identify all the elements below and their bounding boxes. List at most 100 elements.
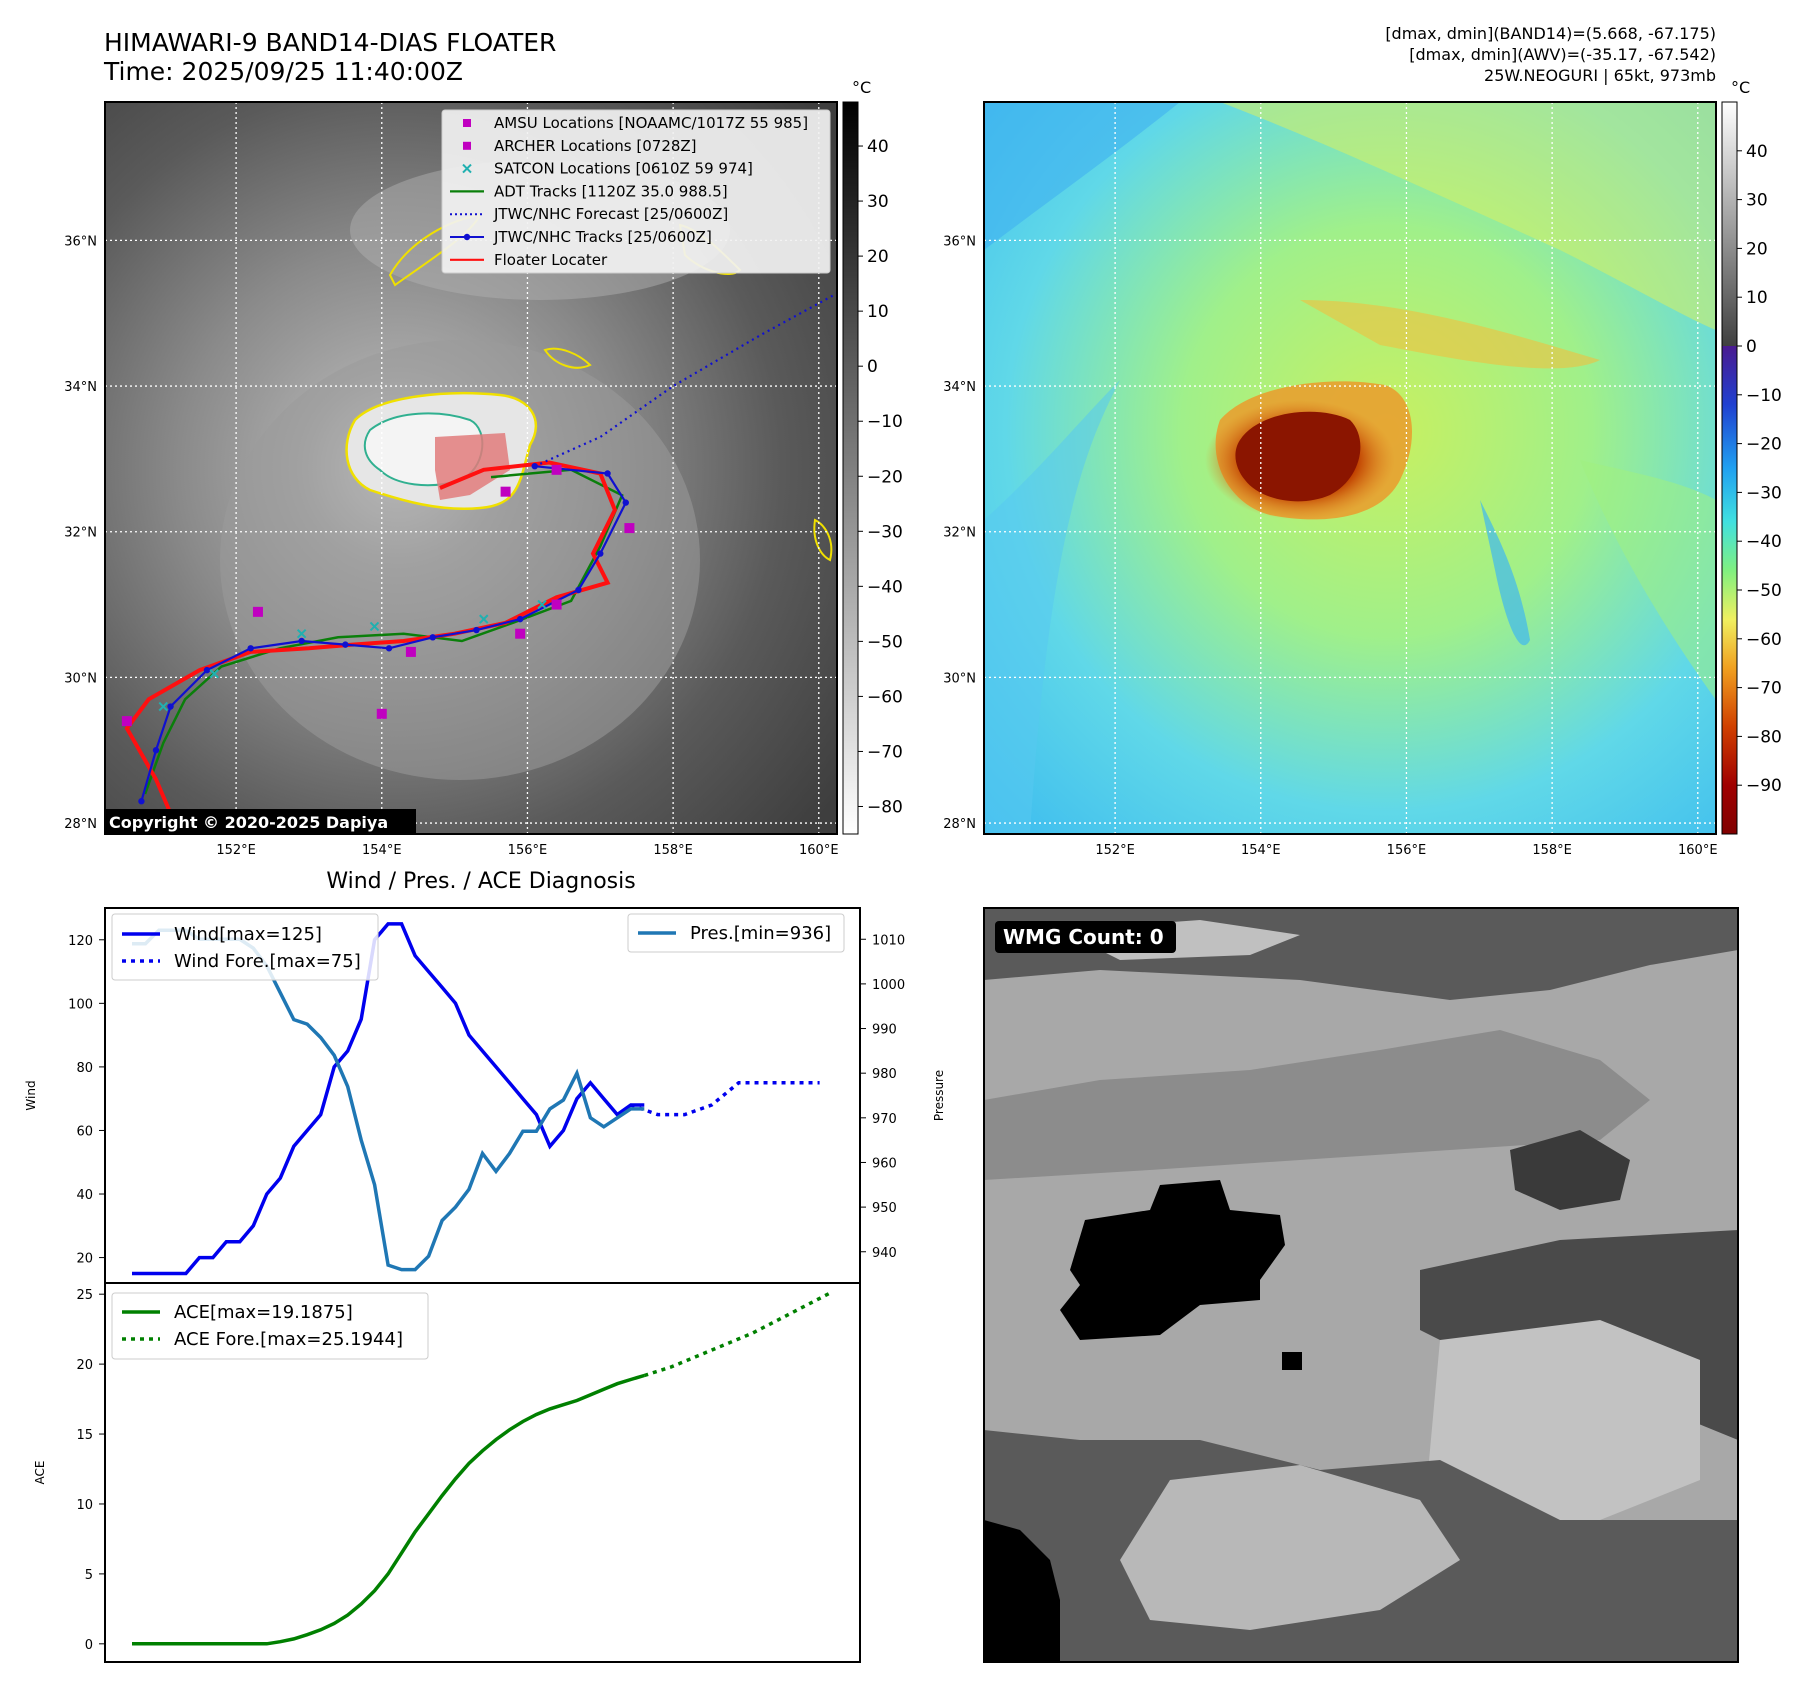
wind-y-axis-label: Wind (24, 1080, 38, 1110)
awv-map-lat-label: 36°N (943, 234, 976, 249)
satcon-location-point (209, 669, 219, 679)
wind-y-tick-label: 40 (76, 1188, 93, 1203)
amsu-location-point (551, 599, 562, 610)
awv-map-lon-label: 160°E (1678, 843, 1718, 858)
ir-map-panel: 28°N 30°N 32°N 34°N 36°N 152°E 154°E 156°E 158°… (64, 101, 839, 858)
awv-map-lon-ticks: 152°E 154°E 156°E 158°E 160°E (1095, 843, 1717, 858)
awv-map-lat-ticks: 28°N 30°N 32°N 34°N 36°N (943, 234, 976, 832)
awv-storm-deep-core (1235, 411, 1361, 502)
ir-map-lon-ticks: 152°E 154°E 156°E 158°E 160°E (216, 843, 838, 858)
wind-pressure-chart: 20 40 60 80 100 120 940 950 960 970 980 990 1000 1010… (24, 907, 946, 1284)
satcon-location-point (369, 621, 380, 632)
awv-moist-north (1220, 102, 1716, 330)
awv-colorbar-tick-label: −70 (1746, 679, 1782, 699)
awv-map-frame (983, 101, 1717, 835)
jtwc-track-point (473, 626, 480, 634)
ir-colorbar: °C 40 30 20 10 0 −10 −20 −30 −40 −50 −60 −70 −80 (842, 78, 903, 835)
awv-colorbar-unit: °C (1731, 78, 1750, 97)
ir-colorbar-tick-label: −80 (867, 797, 903, 817)
ace-y-tick-label: 15 (76, 1428, 93, 1443)
pressure-y-tick-label: 1010 (872, 933, 905, 948)
jtwc-track-point (597, 550, 604, 557)
wmg-black-corner (984, 1520, 1060, 1662)
amsu-location-point (624, 523, 635, 534)
ace-series-line-0 (132, 1373, 645, 1646)
awv-colorbar-frame (1721, 101, 1738, 835)
wind-y-tick-label: 60 (76, 1124, 93, 1139)
pressure-y-tick-label: 940 (872, 1246, 897, 1261)
amsu-location-point (252, 606, 263, 617)
wmg-dark-blob-east (1510, 1130, 1630, 1210)
pressure-y-tick-label: 950 (872, 1201, 897, 1216)
awv-colorbar-tick-label: −50 (1746, 581, 1782, 601)
awv-colorbar-tick-label: −90 (1746, 776, 1782, 796)
awv-colorbar-tick-label: 30 (1746, 191, 1768, 211)
awv-map-lon-label: 156°E (1387, 843, 1427, 858)
ir-colorbar-tick-label: −60 (867, 687, 903, 707)
wind-legend: Wind[max=125] Wind Fore.[max=75] (111, 913, 379, 981)
awv-map-gridlines (984, 102, 1716, 834)
wmg-light-bottom (1120, 1465, 1460, 1630)
ir-map-tracks (121, 292, 837, 832)
ir-colorbar-tick-label: −50 (867, 632, 903, 652)
amsu-location-point (405, 646, 416, 657)
awv-map-lat-label: 30°N (943, 671, 976, 686)
jtwc-track-point (342, 641, 349, 648)
amsu-location-point (515, 628, 526, 639)
copyright-box (104, 809, 416, 834)
satcon-location-point (537, 599, 547, 610)
ace-legend-label: ACE[max=19.1875] (174, 1302, 353, 1323)
ace-y-tick-label: 0 (85, 1638, 93, 1653)
satcon-location-point (296, 628, 307, 639)
jtwc-track-point (152, 747, 160, 754)
pressure-legend-label: Pres.[min=936] (690, 923, 831, 944)
awv-colorbar-bar-top (1722, 102, 1737, 346)
jtwc-track-point (298, 637, 305, 645)
ir-map-frame (104, 101, 838, 835)
wmg-frame (983, 907, 1739, 1663)
storm-info: 25W.NEOGURI | 65kt, 973mb (1484, 66, 1716, 85)
map-legend-label: AMSU Locations [NOAAMC/1017Z 55 985] (494, 114, 808, 132)
pressure-y-tick-label: 990 (872, 1023, 897, 1038)
amsu-location-point (376, 708, 387, 719)
diagnosis-title: Wind / Pres. / ACE Diagnosis (326, 869, 635, 894)
jtwc-track-point (167, 703, 174, 710)
awv-moist-band (1300, 300, 1600, 369)
ace-legend-box (111, 1292, 429, 1360)
map-legend-label: SATCON Locations [0610Z 59 974] (494, 160, 753, 178)
copyright-text: Copyright © 2020-2025 Dapiya (109, 813, 388, 832)
awv-map-lon-label: 158°E (1532, 843, 1572, 858)
map-legend: AMSU Locations [NOAAMC/1017Z 55 985] ARCH… (441, 109, 831, 274)
jtwc-track-point (516, 615, 524, 623)
awv-colorbar: °C 40 30 20 10 0 −10 −20 −30 −40 −50 −60 −70 −80 −90 (1721, 78, 1782, 835)
awv-colorbar-tick-label: 40 (1746, 142, 1768, 162)
ir-map-lat-label: 30°N (64, 671, 97, 686)
awv-dry-slot-east (1480, 500, 1530, 646)
ir-contour-east (813, 518, 833, 562)
jtwc-track-line (140, 465, 628, 802)
map-legend-label: JTWC/NHC Tracks [25/0600Z] (493, 228, 712, 246)
jtwc-track-point (138, 798, 145, 805)
series-line-0 (132, 922, 645, 1276)
ir-map-lat-ticks: 28°N 30°N 32°N 34°N 36°N (64, 234, 97, 832)
ir-colorbar-tick-label: −40 (867, 577, 903, 597)
ir-map-lat-label: 34°N (64, 380, 97, 395)
map-legend-entry: AMSU Locations [NOAAMC/1017Z 55 985] (463, 114, 808, 132)
map-legend-entry: JTWC/NHC Forecast [25/0600Z] (450, 205, 728, 223)
awv-colorbar-bar-bottom (1722, 346, 1737, 834)
map-legend-box (441, 109, 831, 274)
awv-dry-slot-west (984, 380, 1120, 834)
map-legend-label: JTWC/NHC Forecast [25/0600Z] (493, 205, 728, 223)
jtwc-track-point (604, 470, 611, 477)
awv-colorbar-tick-label: 10 (1746, 288, 1768, 308)
ir-map-lat-label: 32°N (64, 526, 97, 541)
satcon-location-point (158, 701, 168, 712)
awv-map-lon-label: 152°E (1095, 843, 1135, 858)
jtwc-track-point (247, 645, 254, 652)
map-legend-label: ADT Tracks [1120Z 35.0 988.5] (494, 182, 728, 200)
ir-colorbar-tick-label: 10 (867, 302, 889, 322)
map-legend-entry: ARCHER Locations [0728Z] (463, 137, 697, 155)
awv-colorbar-tick-label: 0 (1746, 337, 1757, 357)
ir-map-lon-label: 156°E (508, 843, 548, 858)
